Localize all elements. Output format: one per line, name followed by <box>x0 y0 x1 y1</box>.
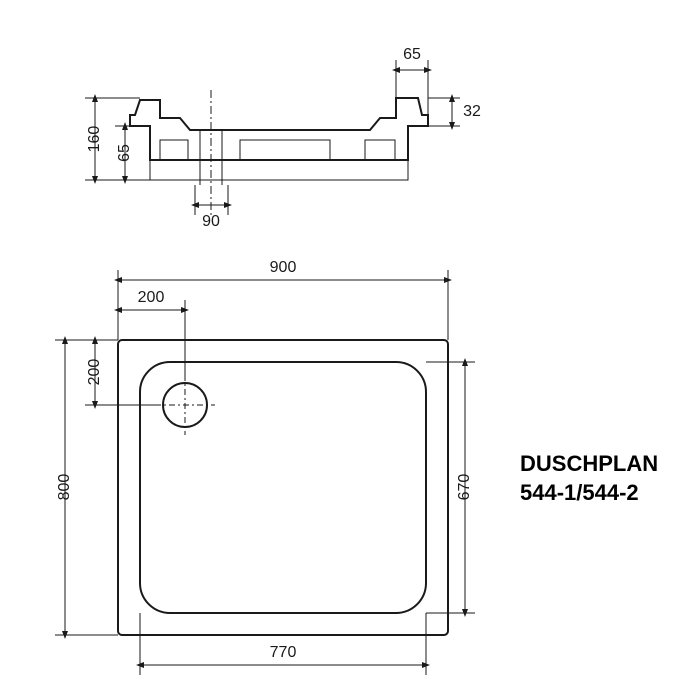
dim-label: 32 <box>463 103 481 120</box>
dim-left-200: 200 <box>85 340 160 405</box>
dim-label: 65 <box>403 46 421 63</box>
dim-label: 770 <box>270 644 297 661</box>
dim-label: 200 <box>138 289 165 306</box>
dim-label: 200 <box>86 359 103 386</box>
dim-right-670: 670 <box>426 362 475 613</box>
elevation-view: 65 32 160 65 90 <box>85 46 481 230</box>
dim-label: 670 <box>456 474 473 501</box>
dim-top-900: 900 <box>118 259 448 340</box>
dim-bottom-770: 770 <box>140 613 426 675</box>
title-block: DUSCHPLAN 544-1/544-2 <box>520 450 658 507</box>
dim-left-160: 160 <box>85 98 150 180</box>
dim-right-32: 32 <box>428 98 481 126</box>
title-line-2: 544-1/544-2 <box>520 479 658 508</box>
plan-view: 900 200 800 200 670 <box>55 259 475 675</box>
dim-label: 90 <box>202 213 220 230</box>
dim-top-200: 200 <box>118 289 185 380</box>
title-line-1: DUSCHPLAN <box>520 450 658 479</box>
dim-label: 160 <box>86 126 103 153</box>
dim-top-65: 65 <box>396 46 428 115</box>
dim-label: 65 <box>116 144 133 162</box>
dim-label: 800 <box>56 474 73 501</box>
dim-left-65: 65 <box>115 126 135 180</box>
technical-drawing: 65 32 160 65 90 <box>0 0 696 696</box>
dim-label: 900 <box>270 259 297 276</box>
